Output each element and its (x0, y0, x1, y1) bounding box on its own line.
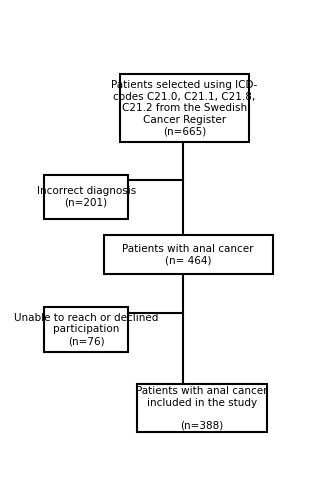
Text: Incorrect diagnosis
(n=201): Incorrect diagnosis (n=201) (37, 186, 136, 208)
Text: Patients selected using ICD-
codes C21.0, C21.1, C21.8,
C21.2 from the Swedish
C: Patients selected using ICD- codes C21.0… (111, 80, 257, 136)
Text: Unable to reach or declined
participation
(n=76): Unable to reach or declined participatio… (14, 313, 158, 346)
Text: Patients with anal cancer
(n= 464): Patients with anal cancer (n= 464) (122, 244, 254, 265)
Bar (120, 74, 249, 142)
Text: Patients with anal cancer
included in the study

(n=388): Patients with anal cancer included in th… (136, 386, 268, 431)
Bar (44, 308, 128, 352)
Bar (137, 384, 266, 432)
Bar (44, 174, 128, 219)
Bar (104, 235, 273, 274)
